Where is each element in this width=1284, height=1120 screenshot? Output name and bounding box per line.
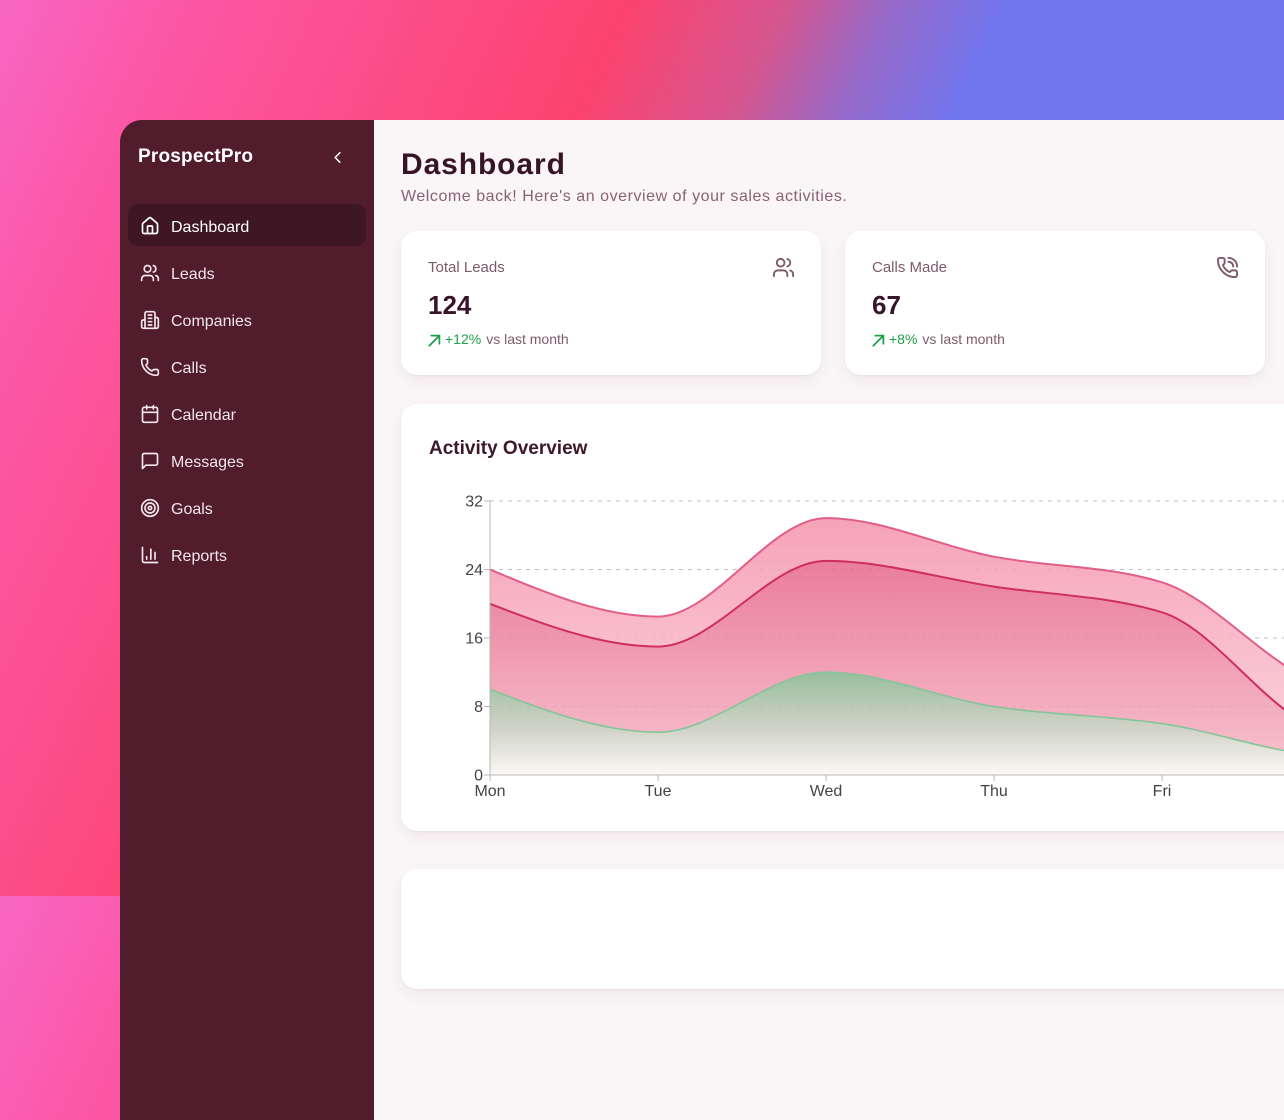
svg-text:24: 24 [465, 562, 483, 579]
svg-text:Wed: Wed [810, 783, 843, 800]
svg-text:Fri: Fri [1153, 783, 1172, 800]
svg-text:Thu: Thu [980, 783, 1008, 800]
svg-text:32: 32 [465, 494, 483, 511]
svg-text:16: 16 [465, 631, 483, 648]
svg-text:Mon: Mon [474, 783, 505, 800]
svg-text:Tue: Tue [645, 783, 672, 800]
svg-text:0: 0 [474, 768, 483, 785]
svg-text:8: 8 [474, 699, 483, 716]
